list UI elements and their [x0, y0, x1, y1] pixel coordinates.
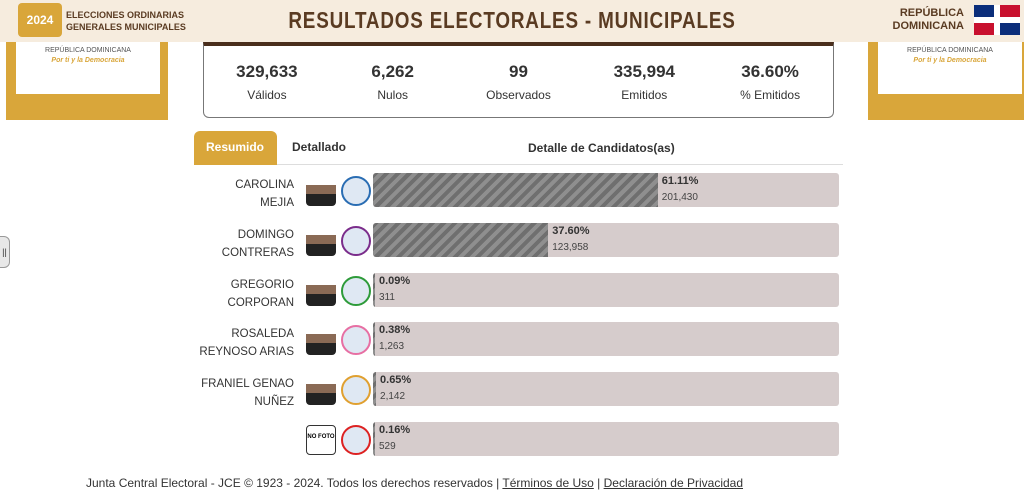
tab-resumido[interactable]: Resumido	[194, 131, 277, 165]
candidate-name: DOMINGO CONTRERAS	[222, 226, 294, 262]
candidates-heading: Detalle de Candidatos(as)	[528, 141, 675, 155]
candidate-name-line1: CAROLINA	[235, 179, 294, 191]
side-panel-handle[interactable]: ||	[0, 236, 10, 268]
stat-value: 99	[509, 62, 528, 81]
vote-bar: 0.38% 1,263	[373, 322, 839, 357]
stat-item: 6,262 Nulos	[330, 46, 456, 117]
candidate-row: CAROLINA MEJIA 61.11% 201,430	[194, 172, 840, 209]
party-logo-icon	[341, 275, 371, 306]
page-title: RESULTADOS ELECTORALES - MUNICIPALES	[288, 7, 736, 33]
stats-summary: 329,633 Válidos 6,262 Nulos 99 Observados 335,…	[203, 42, 834, 118]
candidate-name: CAROLINA MEJIA	[235, 176, 294, 212]
candidate-name: FRANIEL GENAO NUÑEZ	[201, 375, 294, 411]
tab-bar: Resumido Detallado Detalle de Candidatos…	[194, 131, 843, 165]
vote-percent: 61.11%	[661, 175, 699, 187]
candidate-name: GREGORIO CORPORAN	[228, 276, 294, 312]
vote-bar-fill	[373, 222, 549, 257]
left-banner: REPÚBLICA DOMINICANA Por ti y la Democrac…	[6, 42, 168, 120]
event-line2: GENERALES MUNICIPALES	[66, 22, 186, 32]
vote-percent: 0.16%	[379, 424, 411, 436]
vote-count: 123,958	[552, 241, 589, 253]
event-name: ELECCIONES ORDINARIAS GENERALES MUNICIPAL…	[66, 9, 186, 33]
tab-detallado[interactable]: Detallado	[292, 140, 347, 154]
stat-value: 329,633	[236, 62, 298, 81]
candidate-name-line1: GREGORIO	[230, 278, 294, 291]
stat-label: Nulos	[377, 88, 409, 102]
stat-label: % Emitidos	[740, 88, 801, 102]
vote-bar: 0.09% 311	[373, 272, 839, 307]
banner-country: REPÚBLICA DOMINICANA	[45, 47, 131, 54]
stat-label: Válidos	[247, 88, 287, 102]
candidate-photo	[306, 176, 336, 206]
terms-link[interactable]: Términos de Uso	[502, 476, 594, 490]
header: 2024 ELECCIONES ORDINARIAS GENERALES MUNI…	[0, 0, 1024, 42]
vote-bar-fill	[373, 422, 375, 456]
candidate-name-line1: FRANIEL GENAO	[201, 378, 294, 391]
footer: Junta Central Electoral - JCE © 1923 - 2…	[86, 476, 743, 490]
candidate-name-line2: CONTRERAS	[221, 246, 294, 259]
stat-item: 335,994 Emitidos	[581, 46, 707, 117]
party-logo-icon	[341, 325, 371, 356]
right-banner: REPÚBLICA DOMINICANA Por ti y la Democrac…	[868, 42, 1024, 120]
candidate-row: NO FOTO 0.16% 529	[194, 421, 840, 457]
vote-bar-fill	[373, 173, 658, 207]
vote-percent: 0.38%	[379, 324, 411, 337]
vote-bar: 61.11% 201,430	[373, 173, 839, 207]
candidate-photo	[306, 225, 336, 256]
candidate-name-line2: CORPORAN	[227, 296, 294, 309]
vote-count: 311	[379, 291, 395, 303]
candidate-name-line2: MEJIA	[260, 197, 294, 209]
party-logo-icon	[341, 375, 371, 406]
vote-bar-fill	[373, 372, 377, 407]
candidate-row: FRANIEL GENAO NUÑEZ 0.65% 2,142	[194, 371, 840, 408]
stat-value: 335,994	[613, 62, 676, 81]
dominican-flag-icon	[974, 5, 1020, 35]
candidate-name-line2: NUÑEZ	[254, 396, 294, 409]
candidate-row: DOMINGO CONTRERAS 37.60% 123,958	[194, 222, 840, 259]
vote-bar: 0.16% 529	[373, 422, 839, 456]
party-logo-icon	[341, 176, 371, 206]
vote-bar-fill	[373, 272, 375, 307]
vote-count: 201,430	[661, 192, 698, 203]
candidate-photo	[306, 375, 336, 406]
vote-bar: 37.60% 123,958	[373, 222, 839, 257]
stat-label: Emitidos	[621, 88, 668, 102]
vote-percent: 37.60%	[552, 224, 590, 237]
separator: |	[597, 476, 601, 490]
candidate-name-line1: DOMINGO	[237, 228, 294, 241]
country-line1: REPÚBLICA	[899, 7, 964, 19]
stat-item: 36.60% % Emitidos	[707, 46, 833, 117]
vote-count: 529	[379, 441, 396, 452]
banner-country: REPÚBLICA DOMINICANA	[907, 47, 993, 54]
country-line2: DOMINICANA	[892, 20, 965, 32]
jce-logo: 2024	[18, 3, 62, 37]
candidate-row: GREGORIO CORPORAN 0.09% 311	[194, 272, 840, 309]
vote-bar-fill	[373, 322, 375, 357]
candidate-name-line2: REYNOSO ARIAS	[199, 346, 294, 359]
party-logo-icon	[341, 425, 371, 455]
vote-percent: 0.09%	[379, 274, 411, 287]
candidate-name: ROSALEDA REYNOSO ARIAS	[199, 325, 294, 361]
copyright: Junta Central Electoral - JCE © 1923 - 2…	[86, 476, 500, 490]
stat-item: 329,633 Válidos	[204, 46, 330, 117]
candidate-row: ROSALEDA REYNOSO ARIAS 0.38% 1,263	[194, 321, 840, 358]
stat-item: 99 Observados	[456, 46, 582, 117]
party-logo-icon	[341, 225, 371, 256]
vote-count: 1,263	[379, 341, 405, 353]
stat-value: 36.60%	[741, 62, 799, 81]
vote-bar: 0.65% 2,142	[373, 372, 839, 407]
event-line1: ELECCIONES ORDINARIAS	[66, 10, 185, 20]
stat-label: Observados	[486, 88, 551, 102]
stat-value: 6,262	[371, 62, 414, 81]
candidate-name-line1: ROSALEDA	[231, 328, 294, 341]
candidate-photo	[306, 275, 336, 306]
banner-slogan: Por ti y la Democracia	[913, 57, 987, 64]
candidate-photo	[306, 325, 336, 356]
country-name: REPÚBLICA DOMINICANA	[893, 7, 965, 33]
banner-slogan: Por ti y la Democracia	[51, 57, 125, 64]
vote-count: 2,142	[380, 391, 406, 403]
vote-percent: 0.65%	[380, 374, 412, 387]
no-photo-placeholder: NO FOTO	[306, 425, 336, 455]
privacy-link[interactable]: Declaración de Privacidad	[603, 476, 744, 490]
